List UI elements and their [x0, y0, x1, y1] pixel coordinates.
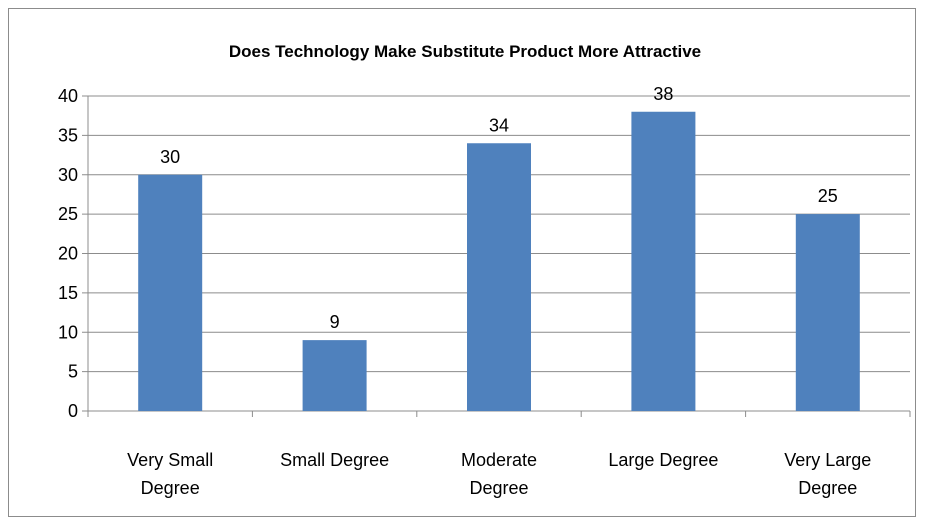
x-tick-labels: Very Small Degree Small Degree Moderate Degr…	[127, 450, 871, 498]
x-tick-label: Small Degree	[280, 450, 389, 470]
data-label: 34	[489, 115, 509, 135]
x-tick-label: Moderate Degree	[461, 450, 537, 498]
y-tick-label: 15	[58, 283, 78, 303]
data-label: 30	[160, 147, 180, 167]
y-tick-label: 5	[68, 362, 78, 382]
x-tick-label: Large Degree	[608, 450, 718, 470]
y-tick-label: 40	[58, 86, 78, 106]
y-tick-label: 20	[58, 244, 78, 264]
x-tick-label: Very Large Degree	[784, 450, 871, 498]
bar	[795, 214, 860, 411]
data-label: 9	[330, 312, 340, 332]
x-tick-label-line: Degree	[469, 478, 528, 498]
chart-title: Does Technology Make Substitute Product …	[229, 42, 701, 61]
x-tick-label-line: Very Small	[127, 450, 213, 470]
y-tick-label: 10	[58, 322, 78, 342]
data-label: 38	[653, 84, 673, 104]
data-label: 25	[818, 186, 838, 206]
bars	[138, 111, 860, 411]
x-tick-label-line: Very Large	[784, 450, 871, 470]
x-tick-label-line: Degree	[798, 478, 857, 498]
y-tick-label: 25	[58, 204, 78, 224]
bar	[138, 174, 203, 411]
x-tick-label-line: Moderate	[461, 450, 537, 470]
bar	[467, 143, 531, 411]
x-tick-label-line: Large Degree	[608, 450, 718, 470]
data-labels: 30 9 34 38 25	[160, 84, 838, 332]
bar	[631, 111, 696, 411]
y-tick-labels: 0 5 10 15 20 25 30 35 40	[58, 86, 78, 421]
x-tick-label-line: Small Degree	[280, 450, 389, 470]
y-tick-label: 0	[68, 401, 78, 421]
y-tick-label: 35	[58, 125, 78, 145]
bar	[302, 340, 367, 411]
y-tick-label: 30	[58, 165, 78, 185]
x-tick-label: Very Small Degree	[127, 450, 213, 498]
x-tick-label-line: Degree	[141, 478, 200, 498]
